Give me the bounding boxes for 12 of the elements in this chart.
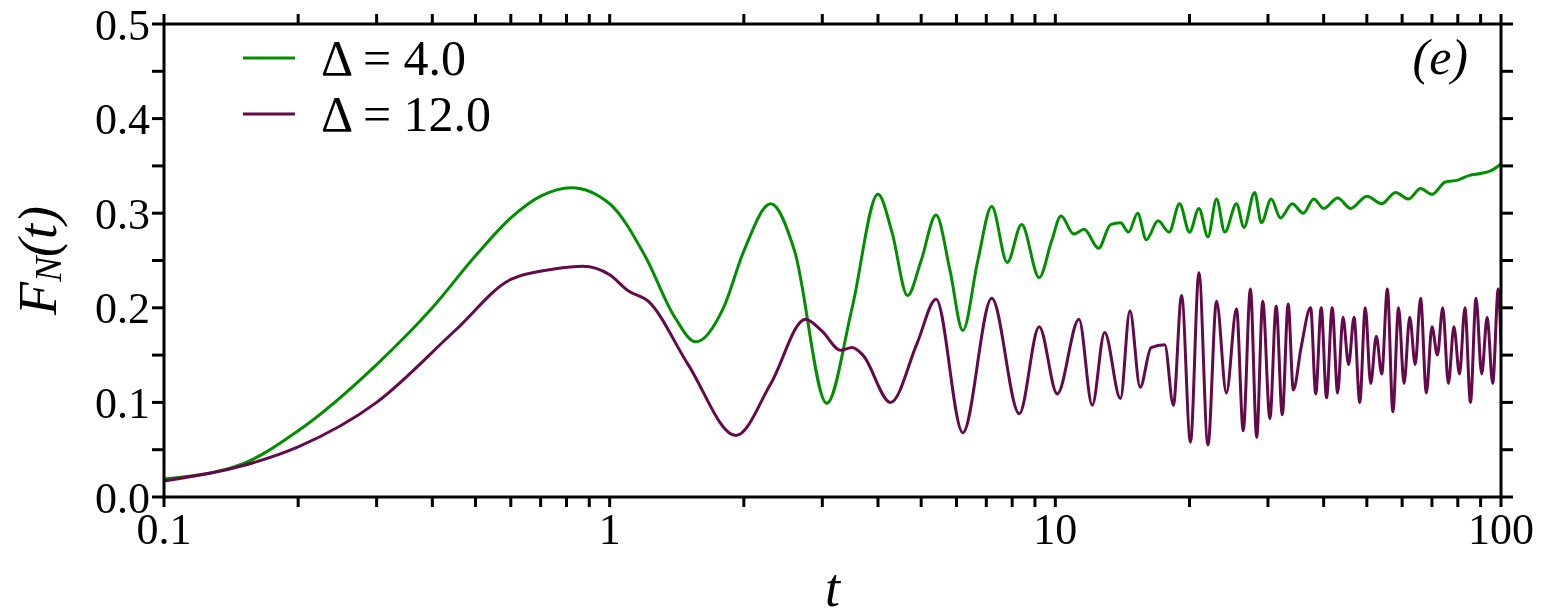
y-tick-label: 0.3 xyxy=(95,189,150,239)
legend-label: Δ = 12.0 xyxy=(321,86,492,142)
y-tick-label: 0.1 xyxy=(95,379,150,429)
y-tick-label: 0.4 xyxy=(95,95,150,145)
annotation: (e) xyxy=(1412,28,1468,86)
y-tick-label: 0.2 xyxy=(95,284,150,334)
y-tick-label: 0.5 xyxy=(95,0,150,50)
x-axis-title: t xyxy=(824,558,842,611)
legend-label: Δ = 4.0 xyxy=(321,30,467,86)
x-tick-label: 10 xyxy=(1033,505,1078,555)
x-tick-label: 1 xyxy=(598,505,621,555)
x-tick-label: 100 xyxy=(1468,505,1534,555)
